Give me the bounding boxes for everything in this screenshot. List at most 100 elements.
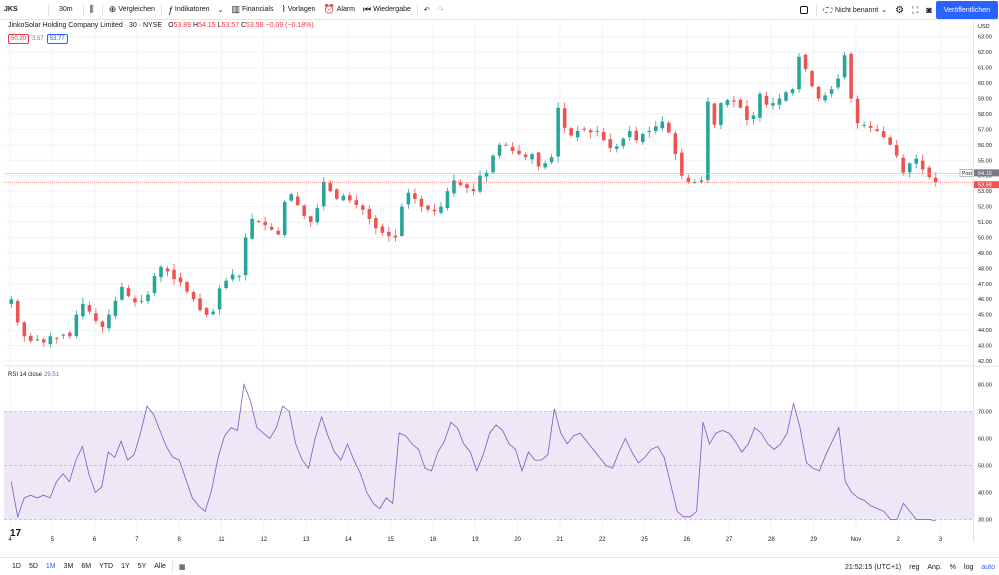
undo-button[interactable]: ↶	[420, 0, 434, 20]
range-button-5y[interactable]: 5Y	[137, 563, 147, 570]
snapshot-button[interactable]: ◙	[922, 0, 935, 20]
price-tick-label: 62.00	[978, 50, 992, 56]
price-tick-label: 49.00	[978, 251, 992, 257]
layout-icon[interactable]	[800, 6, 809, 14]
templates-button[interactable]: ⌇ Vorlagen	[277, 0, 319, 20]
camera-icon: ◙	[926, 5, 932, 15]
price-tick-label: 42.00	[978, 359, 992, 365]
indicators-button[interactable]: ƒ Indikatoren	[164, 0, 214, 20]
candle-body	[81, 303, 85, 317]
bid-pill[interactable]: 50.20	[8, 34, 30, 44]
last-price-value: 53.58	[978, 183, 992, 189]
time-tick-label: 2	[897, 537, 901, 542]
goto-date-button[interactable]: ▦	[175, 557, 190, 575]
candle-body	[881, 131, 886, 138]
candle-body	[634, 130, 639, 141]
candle-body	[497, 144, 502, 156]
range-button-1m[interactable]: 1M	[45, 563, 56, 570]
layout-name-button[interactable]: Nicht benannt ⌄	[819, 6, 891, 14]
range-button-5d[interactable]: 5D	[28, 563, 38, 570]
candle-body	[374, 218, 378, 229]
rsi-line	[10, 382, 936, 522]
time-tick-label: 14	[345, 537, 352, 542]
candle-body	[406, 192, 411, 205]
open-value: 53.89	[173, 22, 192, 29]
candle-body	[74, 314, 79, 337]
session-button[interactable]: reg	[909, 563, 920, 571]
auto-button[interactable]: auto	[981, 563, 995, 571]
interval-button[interactable]: 30m	[59, 6, 73, 13]
symbol-search[interactable]: JKS	[4, 6, 18, 13]
candle-body	[393, 235, 398, 238]
divider	[171, 560, 173, 573]
percent-button[interactable]: %	[949, 563, 957, 571]
log-button[interactable]: log	[964, 563, 974, 571]
clock[interactable]: 21:52:15 (UTC+1)	[845, 563, 902, 571]
candle-body	[816, 86, 821, 99]
candle-body	[61, 334, 66, 336]
candle-body	[621, 138, 626, 147]
templates-label: Vorlagen	[287, 6, 316, 13]
cloud-icon	[823, 7, 834, 13]
rsi-tick-label: 50.00	[978, 464, 992, 470]
chevron-down-icon: ⌄	[881, 7, 888, 14]
range-button-ytd[interactable]: YTD	[99, 563, 114, 570]
alarm-clock-icon: ⏰	[323, 4, 335, 14]
candle-body	[204, 307, 209, 315]
candle-body	[933, 177, 938, 182]
time-tick-label: 25	[641, 537, 648, 542]
chart-canvas[interactable]: 4 5 6 7 8 11 12 13 14 15 18 19 20 21 22 25 26 27 28 29 Nov 2 3…	[4, 21, 973, 542]
replay-button[interactable]: ⏮ Wiedergabe	[359, 0, 415, 20]
candle-body	[888, 137, 892, 145]
candle-body	[868, 126, 873, 128]
candle-body	[601, 131, 606, 141]
divider	[82, 3, 84, 16]
candle-body	[48, 336, 53, 345]
price-tick-label: 51.00	[978, 220, 992, 226]
candle-body	[35, 339, 40, 341]
price-tick-label: 59.00	[978, 96, 992, 102]
candle-body	[9, 299, 14, 304]
chart-area[interactable]: 4 5 6 7 8 11 12 13 14 15 18 19 20 21 22 25 26 27 28 29 Nov 2 3…	[4, 21, 973, 542]
range-button-6m[interactable]: 6M	[81, 563, 92, 570]
candle-body	[419, 198, 424, 207]
candle-body	[855, 98, 860, 124]
candle-body	[452, 180, 456, 194]
financials-button[interactable]: ▥ Financials	[227, 0, 277, 20]
candle-body	[380, 226, 385, 233]
close-value: 53.58	[246, 22, 264, 29]
range-button-3m[interactable]: 3M	[63, 563, 74, 570]
candle-body	[745, 106, 749, 121]
redo-button[interactable]: ↷	[434, 0, 448, 20]
time-tick-label: 13	[303, 537, 310, 542]
candle-body	[588, 130, 593, 133]
range-button-1d[interactable]: 1D	[12, 563, 21, 570]
candle-body	[797, 56, 801, 90]
price-axis[interactable]: 42.00 43.00 44.00 45.00 46.00 47.00 48.00 49.00…	[973, 21, 999, 542]
fullscreen-button[interactable]: ⛶	[908, 0, 922, 20]
candle-body	[302, 205, 307, 216]
range-button-alle[interactable]: Alle	[154, 563, 166, 570]
candle-body	[445, 191, 450, 208]
candle-body	[295, 196, 300, 206]
tradingview-logo-icon[interactable]: 17	[10, 528, 22, 539]
candle-body	[126, 288, 131, 297]
settings-button[interactable]: ⚙	[891, 0, 908, 20]
ask-pill[interactable]: 53.77	[46, 34, 68, 44]
candle-body	[308, 216, 313, 223]
chart-type-button[interactable]: ⫼	[86, 0, 100, 20]
alarm-button[interactable]: ⏰ Alarm	[320, 0, 360, 20]
compare-button[interactable]: ⊕ Vergleichen	[105, 0, 159, 20]
candle-body	[133, 298, 137, 303]
candle-body	[562, 108, 567, 128]
time-tick-label: 22	[599, 537, 606, 542]
price-tick-label: 46.00	[978, 297, 992, 303]
candle-body	[764, 95, 769, 105]
range-button-1y[interactable]: 1Y	[121, 563, 130, 570]
publish-button[interactable]: Veröffentlichen	[935, 1, 998, 19]
candle-body	[191, 292, 196, 300]
divider	[101, 3, 103, 16]
price-tick-label: 55.00	[978, 158, 992, 164]
indicators-dropdown[interactable]: ⌄	[214, 0, 228, 20]
adjust-button[interactable]: Anp.	[927, 563, 942, 571]
